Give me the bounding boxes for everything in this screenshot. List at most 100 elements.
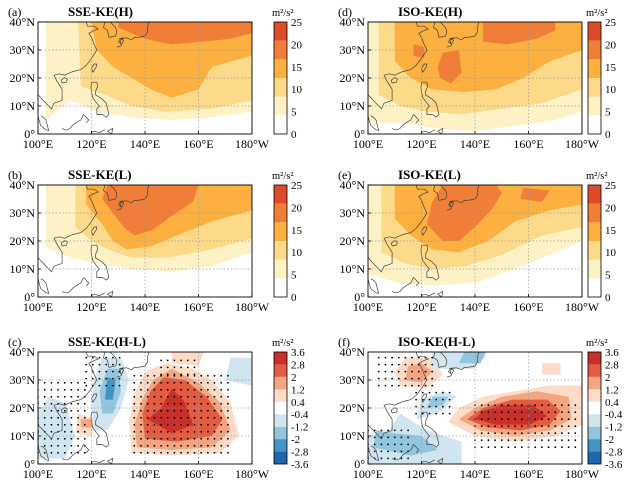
stipple-dot <box>146 381 149 384</box>
stipple-dot <box>428 391 431 394</box>
colorbar-tick-label: -1.2 <box>605 422 622 434</box>
coastline <box>420 81 440 118</box>
stipple-region <box>133 374 229 454</box>
stipple-dot <box>57 409 59 412</box>
stipple-dot <box>421 405 424 408</box>
stipple-dot <box>480 439 483 442</box>
stipple-dot <box>448 405 451 408</box>
stipple-dot <box>153 416 156 419</box>
stipple-dot <box>186 423 189 426</box>
x-tick-label: 180°W <box>235 137 270 151</box>
colorbar-tick-label: 1.2 <box>605 384 619 396</box>
stipple-dot <box>384 377 387 380</box>
stipple-dot <box>160 388 163 391</box>
stipple-dot <box>227 409 229 412</box>
stipple-dot <box>43 409 46 412</box>
colorbar-tick-label: 3.6 <box>605 347 619 359</box>
stipple-dot <box>112 363 114 366</box>
stipple-dot <box>487 432 490 435</box>
colorbar-swatch <box>588 414 601 427</box>
stipple-dot <box>520 418 523 421</box>
coastline <box>61 444 84 461</box>
x-tick-label: 160°E <box>513 300 543 314</box>
stipple-dot <box>77 416 79 419</box>
stipple-dot <box>480 411 483 414</box>
colorbar-tick-label: 2.8 <box>605 359 619 371</box>
stipple-dot <box>153 381 156 384</box>
stipple-dot <box>391 363 393 366</box>
stipple-dot <box>435 412 438 415</box>
stipple-dot <box>397 363 400 366</box>
stipple-dot <box>63 388 66 391</box>
stipple-dot <box>393 436 396 439</box>
stipple-dot <box>153 374 156 377</box>
stipple-dot <box>200 430 203 433</box>
colorbar-frame <box>273 21 288 135</box>
stipple-dot <box>77 444 79 447</box>
coastline <box>413 444 420 454</box>
stipple-dot <box>70 423 73 426</box>
stipple-dot <box>85 356 88 359</box>
y-tick-label: 10°N <box>10 262 36 276</box>
stipple-dot <box>70 388 73 391</box>
stipple-dot <box>213 437 216 440</box>
stipple-dot <box>112 377 114 380</box>
x-tick-label: 100°E <box>353 137 383 151</box>
stipple-dot <box>213 374 216 377</box>
stipple-dot <box>200 437 203 440</box>
stipple-dot <box>193 366 196 369</box>
stipple-dot <box>118 363 121 366</box>
stipple-dot <box>220 451 223 454</box>
coastline <box>103 352 118 368</box>
stipple-dot <box>534 432 537 435</box>
stipple-dot <box>227 430 229 433</box>
stipple-dot <box>173 451 176 454</box>
stipple-dot <box>554 418 557 421</box>
colorbar: 3.62.821.20.4-0.4-1.2-2-2.8-3.6 m²/s² <box>586 338 623 471</box>
stipple-dot <box>220 409 223 412</box>
stipple-dot <box>520 439 523 442</box>
stipple-dot <box>500 439 503 442</box>
stipple-dot <box>520 446 523 449</box>
stipple-dot <box>227 416 229 419</box>
stipple-dot <box>43 388 46 391</box>
stipple-dot <box>180 451 183 454</box>
stipple-dot <box>500 425 503 428</box>
stipple-dot <box>160 373 163 376</box>
stipple-dot <box>554 439 557 442</box>
stipple-dot <box>213 381 216 384</box>
y-tick-label: 20°N <box>340 71 366 85</box>
stipple-dot <box>180 395 183 398</box>
colorbar-units: m²/s² <box>586 171 607 182</box>
stipple-dot <box>480 425 483 428</box>
x-tick-label: 140°E <box>460 467 490 481</box>
colorbar-tick-label: 10 <box>605 247 617 259</box>
stipple-dot <box>173 430 176 433</box>
stipple-dot <box>140 437 142 440</box>
colorbar-swatch <box>274 241 287 260</box>
stipple-dot <box>193 388 196 391</box>
stipple-dot <box>57 395 59 398</box>
stipple-dot <box>220 395 223 398</box>
stipple-dot <box>180 359 183 362</box>
stipple-dot <box>407 443 409 446</box>
stipple-dot <box>213 388 216 391</box>
stipple-dot <box>387 443 389 446</box>
stipple-dot <box>173 395 176 398</box>
stipple-dot <box>391 356 393 359</box>
stipple-dot <box>186 359 189 362</box>
stipple-dot <box>146 423 149 426</box>
stipple-region <box>415 391 451 415</box>
stipple-dot <box>380 450 383 453</box>
stipple-dot <box>421 391 424 394</box>
stipple-dot <box>43 381 46 384</box>
stipple-dot <box>417 384 420 387</box>
stipple-dot <box>173 437 176 440</box>
x-tick-label: 160°E <box>513 137 543 151</box>
stipple-dot <box>507 446 510 449</box>
stipple-dot <box>227 395 229 398</box>
stipple-dot <box>57 444 59 447</box>
stipple-dot <box>112 384 114 387</box>
stipple-dot <box>70 416 73 419</box>
